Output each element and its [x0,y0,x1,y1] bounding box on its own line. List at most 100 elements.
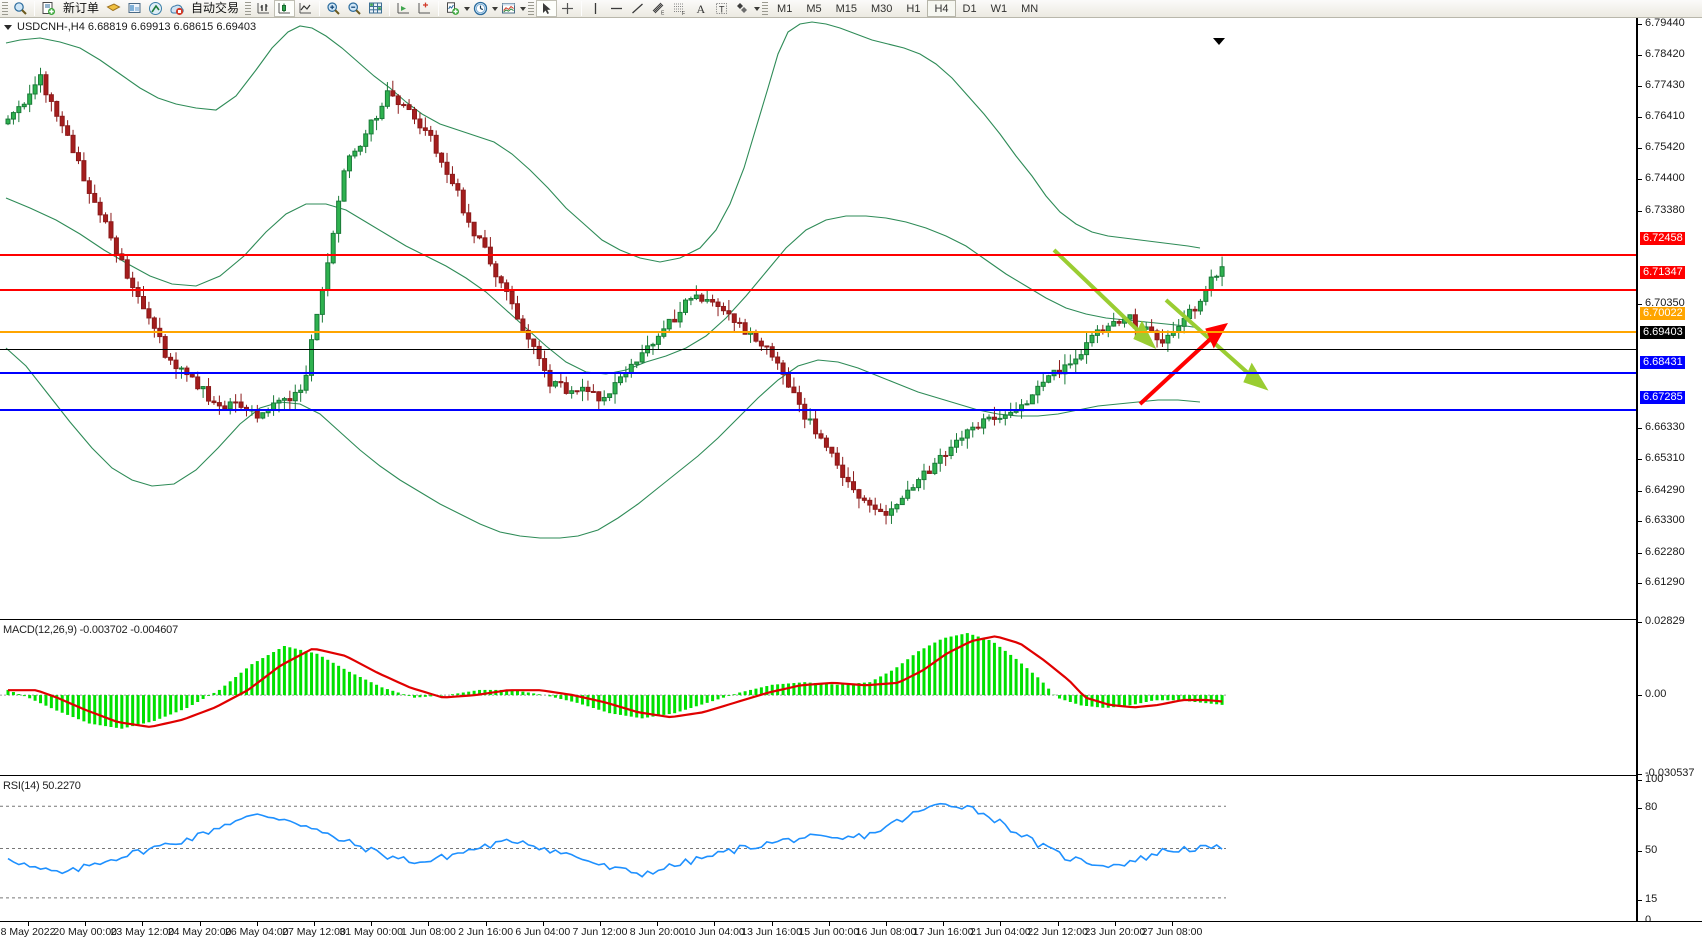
price-marker-badge-667285[interactable]: 6.67285 [1640,391,1685,405]
scroll-position-marker-icon[interactable] [1213,38,1225,45]
candle-body [997,417,1003,420]
price-marker-badge-672458[interactable]: 6.72458 [1640,232,1685,246]
toolbar-grip-3[interactable] [528,1,535,16]
navigator-icon[interactable] [145,0,166,17]
market-watch-icon[interactable] [124,0,145,17]
periods-chevron-down-icon[interactable] [492,6,499,11]
toolbar-grip-2[interactable] [245,1,252,16]
time-axis-label: 24 May 20:00 [167,926,232,938]
chart-profiles-icon[interactable] [103,0,124,17]
auto-scroll-icon[interactable] [393,0,414,17]
timeframe-mn[interactable]: MN [1021,3,1039,15]
candle-body [769,346,775,358]
autotrading-label[interactable]: 自动交易 [191,1,240,15]
candle-body [1138,327,1144,330]
bar-chart-icon[interactable] [253,0,274,17]
chart-menu-caret-icon[interactable] [4,24,12,30]
timeframe-d1[interactable]: D1 [962,3,977,15]
timeframe-h1[interactable]: H1 [906,3,921,15]
support-line-668431[interactable] [0,372,1636,374]
candle-body [872,504,878,510]
new-order-icon[interactable] [38,0,59,17]
autotrading-icon[interactable] [166,0,187,17]
candle-body [146,308,152,319]
candle-body [910,487,916,491]
candle-body [894,504,900,510]
price-axis[interactable]: 6.79440 6.78420 6.77430 6.76410 6.75420 6.744… [1636,17,1702,926]
time-axis-tick [256,922,258,926]
time-axis-tick [542,922,544,926]
equidistant-channel-icon[interactable]: E [648,0,669,17]
indicators-chevron-down-icon[interactable] [464,6,471,11]
price-marker-badge-671347[interactable]: 6.71347 [1640,266,1685,280]
candle-body [753,331,759,342]
toolbar-separator [34,1,35,16]
resistance-line-672458[interactable] [0,254,1636,256]
zoom-in-magnifier-icon[interactable] [10,0,31,17]
timeframe-m15[interactable]: M15 [835,3,857,15]
candle-body [390,90,396,97]
support-line-667285[interactable] [0,409,1636,411]
resistance-line-671347[interactable] [0,289,1636,291]
price-marker-badge-668431[interactable]: 6.68431 [1640,356,1685,370]
candle-body [531,338,537,347]
text-label-icon[interactable]: T [711,0,732,17]
timeframe-h4[interactable]: H4 [927,0,956,17]
templates-icon[interactable] [498,0,519,17]
timeframe-w1[interactable]: W1 [990,3,1008,15]
pivot-line-670022[interactable] [0,331,1636,333]
rsi-pane[interactable] [0,778,1636,921]
candle-body [65,125,71,136]
candle-body [482,237,488,248]
bollinger-upper-band [5,21,1201,263]
timeframe-m30[interactable]: M30 [871,3,893,15]
indicators-icon[interactable] [442,0,463,17]
shapes-icon[interactable] [732,0,753,17]
candle-body [298,389,304,393]
candle-body [1127,314,1133,320]
trendline-icon[interactable] [627,0,648,17]
candle-body [650,343,656,347]
price-pane[interactable] [0,18,1636,583]
candle-body [926,470,932,474]
candlestick-chart-icon[interactable] [274,0,296,17]
price-marker-badge-669403[interactable]: 6.69403 [1640,326,1685,340]
cursor-icon[interactable] [536,0,558,17]
price-marker-badge-670022[interactable]: 6.70022 [1640,307,1685,321]
time-axis[interactable]: 8 May 2022 20 May 00:00 23 May 12:00 24 May… [0,921,1702,940]
timeframe-m1[interactable]: M1 [777,3,793,15]
zoom-in-icon[interactable] [323,0,344,17]
chart-shift-icon[interactable] [414,0,435,17]
toolbar-grip[interactable] [2,1,8,16]
line-chart-icon[interactable] [295,0,316,17]
shapes-chevron-down-icon[interactable] [754,6,761,11]
horizontal-line-icon[interactable] [606,0,627,17]
vertical-line-icon[interactable] [585,0,606,17]
candle-body [991,416,997,420]
candle-body [92,192,98,203]
candle-body [699,294,705,302]
svg-text:E: E [661,11,665,17]
chart-area[interactable]: USDCNH-,H4 6.68819 6.69913 6.68615 6.694… [0,18,1702,940]
timeframe-m5[interactable]: M5 [806,3,822,15]
fibonacci-icon[interactable]: F [669,0,690,17]
candle-body [1002,414,1008,419]
candle-body [162,336,168,358]
crosshair-icon[interactable] [557,0,578,17]
candle-body [558,381,564,384]
candle-body [189,374,195,378]
periods-icon[interactable] [470,0,491,17]
candle-body [466,212,472,223]
grid-icon[interactable] [365,0,386,17]
zoom-out-icon[interactable] [344,0,365,17]
rsi-axis-tick [1638,899,1642,901]
candle-body [401,104,407,107]
macd-pane[interactable] [0,622,1636,774]
text-icon[interactable]: A [690,0,711,17]
templates-chevron-down-icon[interactable] [520,6,527,11]
bollinger-lower-band [5,347,1201,539]
price-axis-label: 6.79440 [1645,17,1685,29]
time-axis-tick [828,922,830,926]
toolbar-grip-4[interactable] [762,1,769,16]
new-order-label[interactable]: 新订单 [63,1,100,15]
